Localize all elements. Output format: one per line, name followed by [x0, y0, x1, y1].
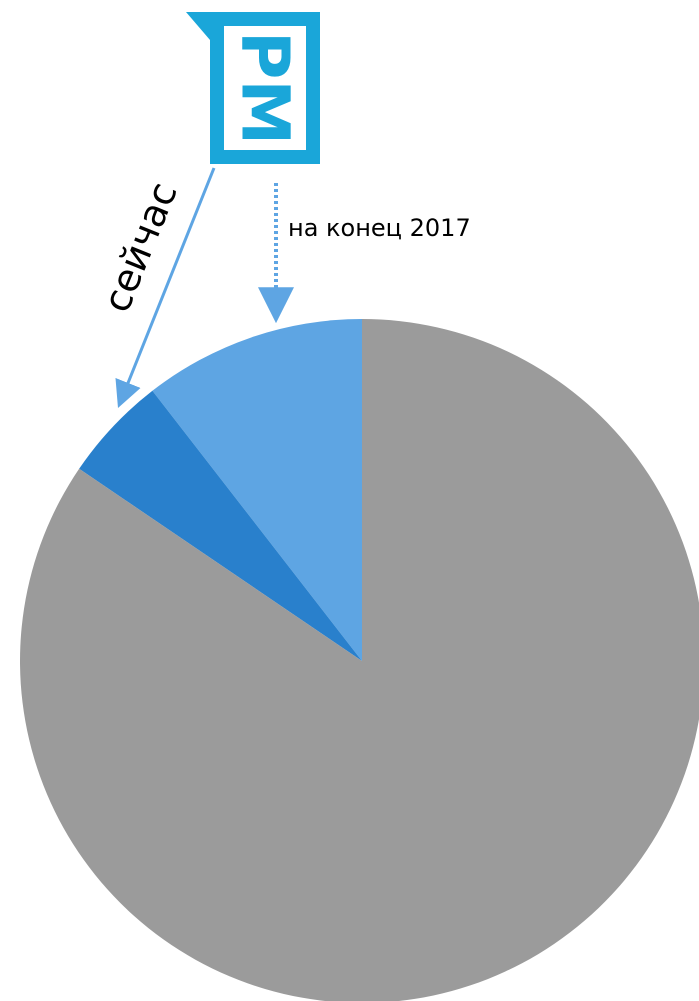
pm-logo-glyph: PM	[227, 31, 304, 145]
pie-slice-3	[20, 319, 699, 1001]
pm-logo-inner	[224, 26, 306, 150]
pie-slice-1	[152, 319, 362, 661]
now-arrow	[115, 167, 216, 409]
now-label: сейчас	[94, 176, 186, 318]
pie-chart	[20, 319, 699, 1001]
pm-logo: PM	[186, 12, 320, 164]
pie-slice-2	[79, 390, 362, 661]
end2017-label: на конец 2017	[288, 214, 471, 242]
